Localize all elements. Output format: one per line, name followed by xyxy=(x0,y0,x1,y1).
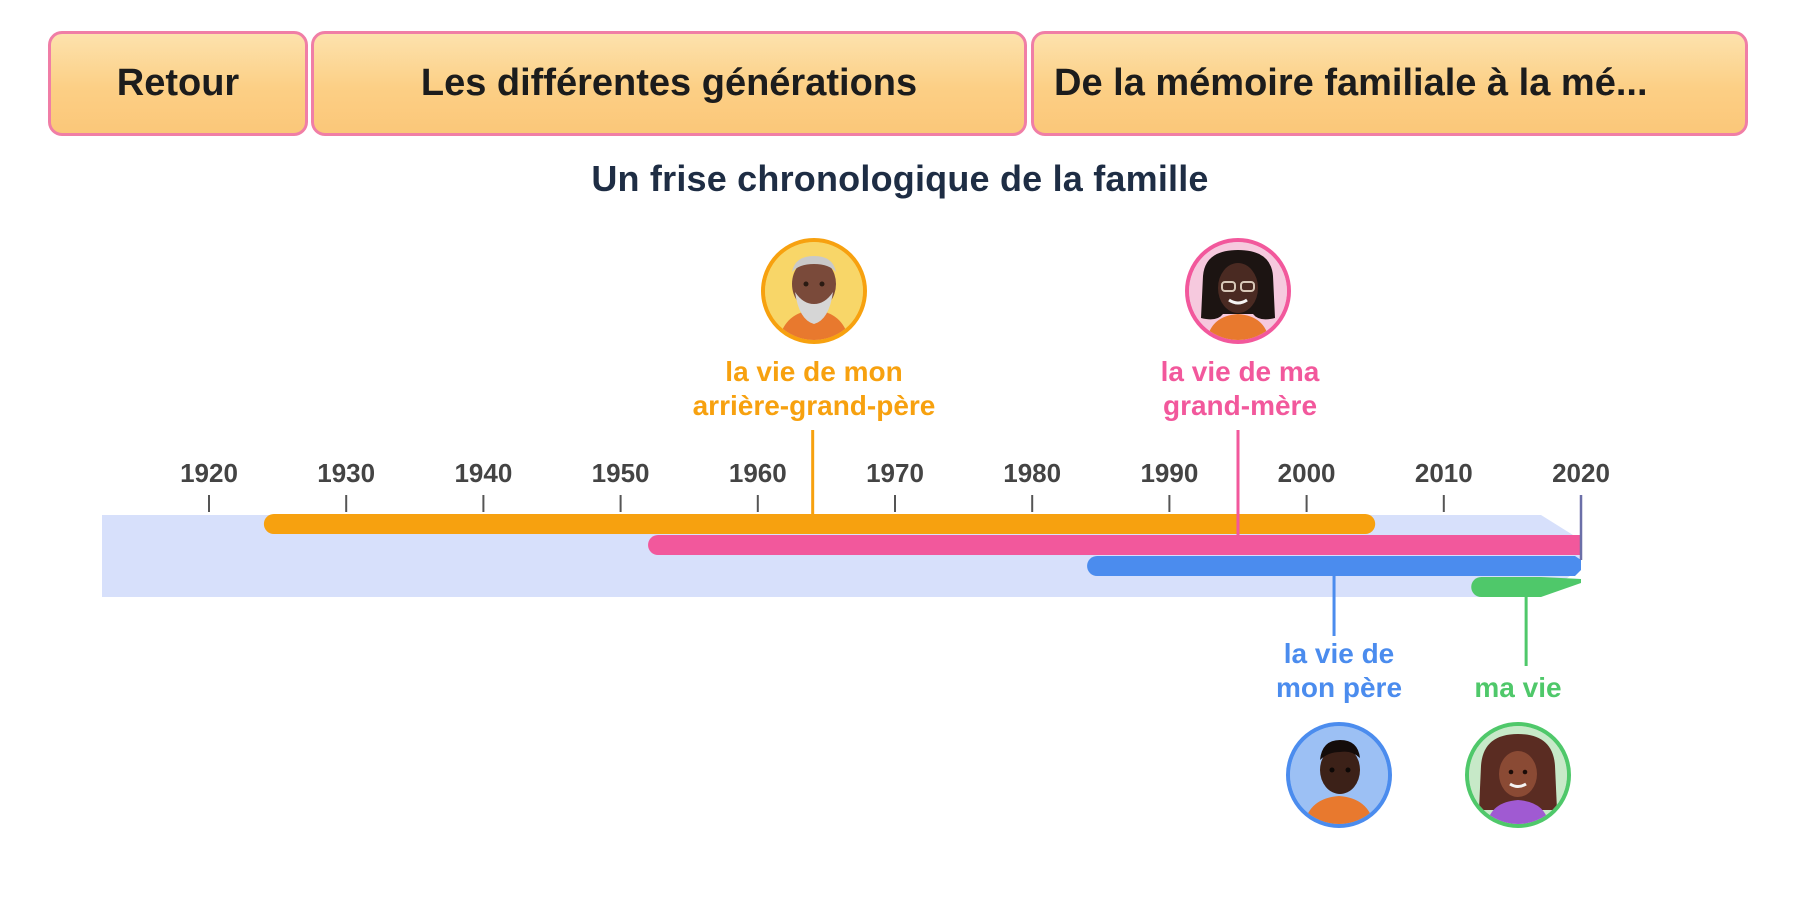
generations-tab-button[interactable]: Les différentes générations xyxy=(311,31,1027,136)
tick-label: 1920 xyxy=(180,458,238,488)
grandmother-label: la vie de ma grand-mère xyxy=(1100,355,1380,423)
tick-label: 1930 xyxy=(317,458,375,488)
tick-label: 1970 xyxy=(866,458,924,488)
tick-label: 1990 xyxy=(1140,458,1198,488)
father-label-line1: la vie de xyxy=(1283,638,1395,669)
life-bar xyxy=(1087,556,1581,576)
tick-label: 2010 xyxy=(1415,458,1473,488)
my-life-label-line1: ma vie xyxy=(1474,672,1562,703)
father-label: la vie de mon père xyxy=(1229,637,1449,705)
great-grandfather-label-line1: la vie de mon xyxy=(725,356,903,387)
memory-tab-button[interactable]: De la mémoire familiale à la mé... xyxy=(1031,31,1748,136)
life-bar xyxy=(263,514,1376,534)
life-bar xyxy=(648,535,1581,555)
woman-with-glasses-portrait-icon xyxy=(1185,238,1291,344)
girl-portrait-icon xyxy=(1465,722,1571,828)
man-portrait-icon xyxy=(1286,722,1392,828)
tick-label: 2000 xyxy=(1278,458,1336,488)
tick-label: 1950 xyxy=(592,458,650,488)
back-button[interactable]: Retour xyxy=(48,31,308,136)
tick-label: 1960 xyxy=(729,458,787,488)
grandmother-label-line2: grand-mère xyxy=(1162,390,1318,421)
great-grandfather-label: la vie de mon arrière-grand-père xyxy=(654,355,974,423)
tick-label: 2020 xyxy=(1552,458,1610,488)
father-label-line2: mon père xyxy=(1275,672,1403,703)
tick-label: 1940 xyxy=(454,458,512,488)
my-life-label: ma vie xyxy=(1418,671,1618,705)
grandmother-label-line1: la vie de ma xyxy=(1160,356,1320,387)
life-bar xyxy=(1471,577,1581,597)
great-grandfather-label-line2: arrière-grand-père xyxy=(692,390,936,421)
elderly-man-portrait-icon xyxy=(761,238,867,344)
page-title: Un frise chronologique de la famille xyxy=(591,158,1209,199)
tick-label: 1980 xyxy=(1003,458,1061,488)
